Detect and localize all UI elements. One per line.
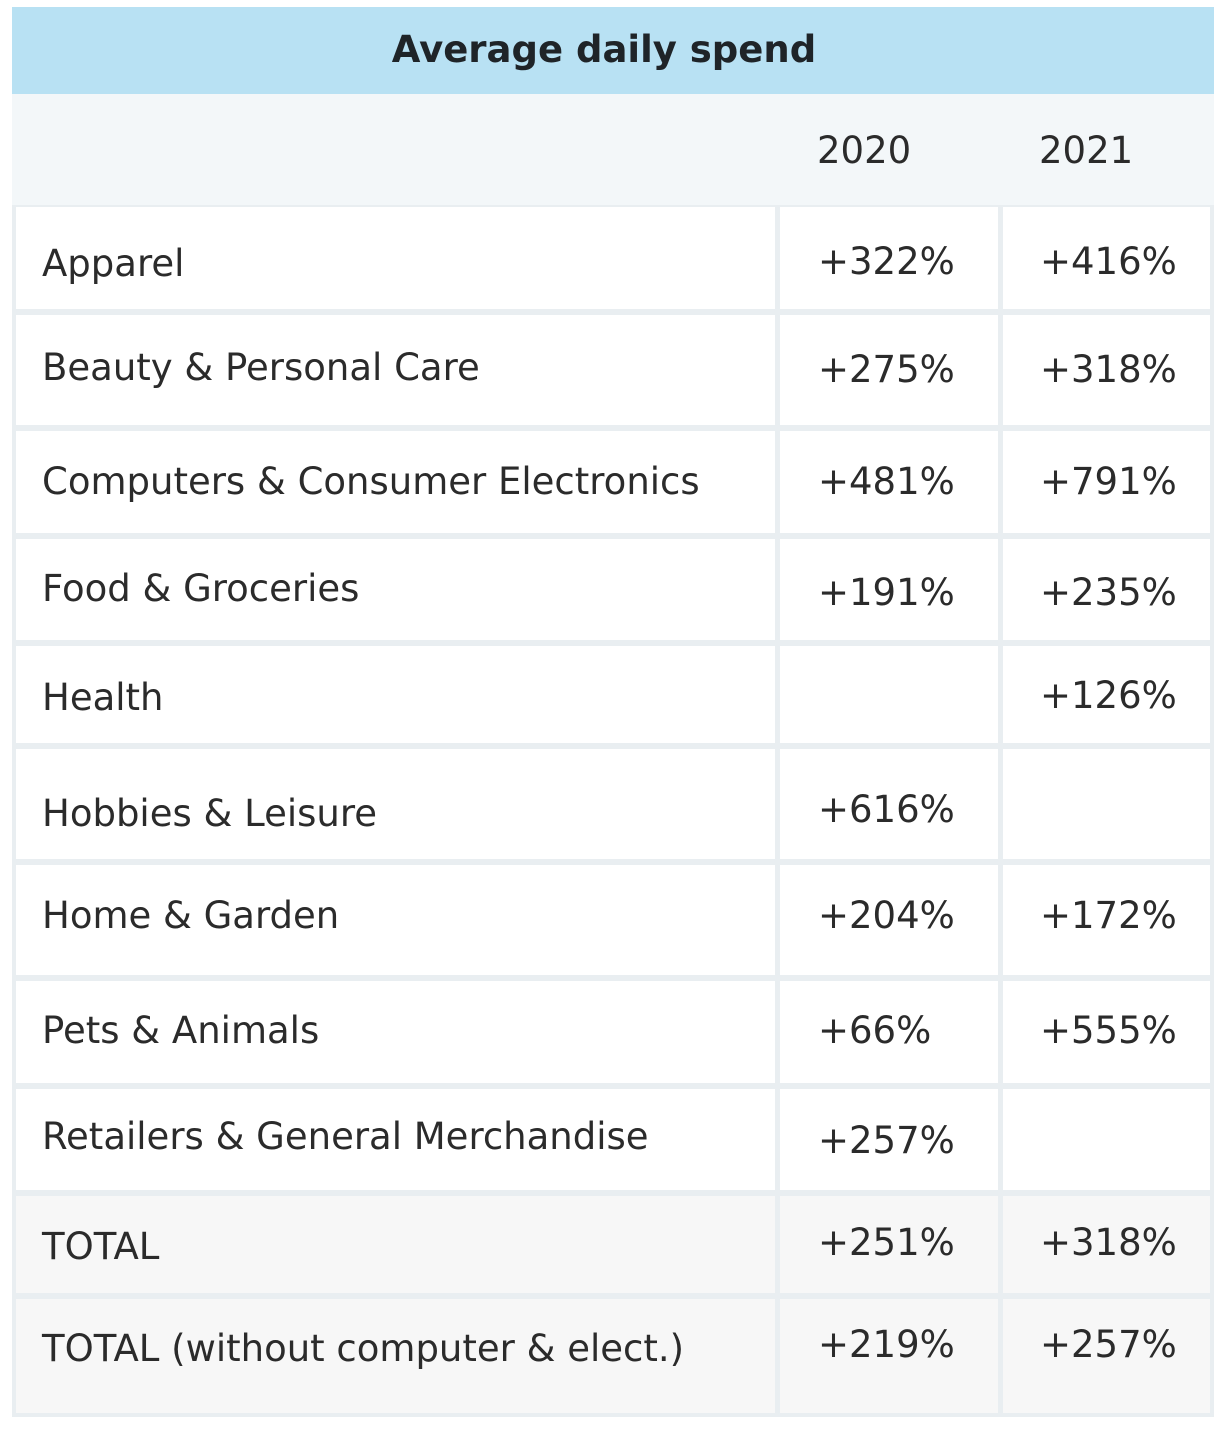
row-label: Apparel bbox=[42, 242, 185, 285]
table-header-row: 2020 2021 bbox=[12, 94, 1214, 205]
value-cell-2021: +257% bbox=[1003, 1299, 1210, 1413]
value-2021: +172% bbox=[1040, 894, 1177, 937]
value-cell-2020 bbox=[780, 646, 998, 743]
value-cell-2021: +318% bbox=[1003, 315, 1210, 425]
row-label: Retailers & General Merchandise bbox=[42, 1115, 649, 1158]
value-cell-2021: +172% bbox=[1003, 865, 1210, 975]
row-label-cell: Health bbox=[16, 646, 775, 743]
row-label-cell: TOTAL (without computer & elect.) bbox=[16, 1299, 775, 1413]
value-2020: +191% bbox=[818, 571, 955, 614]
row-label-cell: Hobbies & Leisure bbox=[16, 749, 775, 859]
value-2021: +126% bbox=[1040, 674, 1177, 717]
row-label: Home & Garden bbox=[42, 894, 340, 937]
table-row: Hobbies & Leisure +616% bbox=[12, 749, 1214, 859]
value-2021: +555% bbox=[1040, 1009, 1177, 1052]
table-row: Food & Groceries +191% +235% bbox=[12, 539, 1214, 640]
value-2021: +257% bbox=[1040, 1323, 1177, 1366]
row-label-cell: Computers & Consumer Electronics bbox=[16, 431, 775, 533]
table-row-total: TOTAL +251% +318% bbox=[12, 1196, 1214, 1293]
row-label: TOTAL bbox=[42, 1225, 160, 1268]
row-label: Health bbox=[42, 676, 164, 719]
row-label: Food & Groceries bbox=[42, 567, 360, 610]
row-label-cell: Retailers & General Merchandise bbox=[16, 1089, 775, 1190]
value-2020: +251% bbox=[818, 1221, 955, 1264]
row-label-cell: Home & Garden bbox=[16, 865, 775, 975]
row-label-cell: TOTAL bbox=[16, 1196, 775, 1293]
row-label: Hobbies & Leisure bbox=[42, 792, 378, 835]
value-cell-2021: +555% bbox=[1003, 981, 1210, 1083]
value-cell-2020: +322% bbox=[780, 207, 998, 309]
table-row: Apparel +322% +416% bbox=[12, 207, 1214, 309]
value-cell-2020: +251% bbox=[780, 1196, 998, 1293]
table-title: Average daily spend bbox=[391, 28, 817, 71]
table-title-bar: Average daily spend bbox=[12, 7, 1214, 94]
value-cell-2021 bbox=[1003, 1089, 1210, 1190]
value-cell-2020: +275% bbox=[780, 315, 998, 425]
value-cell-2020: +204% bbox=[780, 865, 998, 975]
value-2021: +416% bbox=[1040, 240, 1177, 283]
table-row: Health +126% bbox=[12, 646, 1214, 743]
row-label: Computers & Consumer Electronics bbox=[42, 460, 700, 503]
row-label: Pets & Animals bbox=[42, 1009, 320, 1052]
column-header-2020: 2020 bbox=[817, 129, 912, 172]
value-cell-2020: +257% bbox=[780, 1089, 998, 1190]
value-cell-2020: +616% bbox=[780, 749, 998, 859]
value-cell-2021: +235% bbox=[1003, 539, 1210, 640]
row-label-cell: Apparel bbox=[16, 207, 775, 309]
table-row: Retailers & General Merchandise +257% bbox=[12, 1089, 1214, 1190]
value-cell-2021: +126% bbox=[1003, 646, 1210, 743]
table-row-total-adjusted: TOTAL (without computer & elect.) +219% … bbox=[12, 1299, 1214, 1413]
value-cell-2020: +481% bbox=[780, 431, 998, 533]
value-2021: +318% bbox=[1040, 348, 1177, 391]
column-header-2021: 2021 bbox=[1039, 129, 1134, 172]
value-cell-2021: +318% bbox=[1003, 1196, 1210, 1293]
table-row: Computers & Consumer Electronics +481% +… bbox=[12, 431, 1214, 533]
value-2020: +204% bbox=[818, 894, 955, 937]
value-2021: +235% bbox=[1040, 571, 1177, 614]
value-2021: +791% bbox=[1040, 460, 1177, 503]
value-2020: +481% bbox=[818, 460, 955, 503]
table-row: Pets & Animals +66% +555% bbox=[12, 981, 1214, 1083]
value-cell-2021: +791% bbox=[1003, 431, 1210, 533]
row-label-cell: Beauty & Personal Care bbox=[16, 315, 775, 425]
value-cell-2020: +66% bbox=[780, 981, 998, 1083]
value-cell-2020: +219% bbox=[780, 1299, 998, 1413]
row-label: Beauty & Personal Care bbox=[42, 346, 480, 389]
value-2020: +322% bbox=[818, 240, 955, 283]
value-2020: +219% bbox=[818, 1323, 955, 1366]
spend-table: Average daily spend 2020 2021 Apparel +3… bbox=[12, 7, 1214, 1417]
table-row: Beauty & Personal Care +275% +318% bbox=[12, 315, 1214, 425]
value-2021: +318% bbox=[1040, 1221, 1177, 1264]
table-row: Home & Garden +204% +172% bbox=[12, 865, 1214, 975]
value-2020: +257% bbox=[818, 1119, 955, 1162]
value-cell-2021 bbox=[1003, 749, 1210, 859]
value-2020: +275% bbox=[818, 348, 955, 391]
value-2020: +66% bbox=[818, 1009, 932, 1052]
value-cell-2021: +416% bbox=[1003, 207, 1210, 309]
row-label: TOTAL (without computer & elect.) bbox=[42, 1327, 685, 1370]
value-cell-2020: +191% bbox=[780, 539, 998, 640]
row-label-cell: Food & Groceries bbox=[16, 539, 775, 640]
row-label-cell: Pets & Animals bbox=[16, 981, 775, 1083]
value-2020: +616% bbox=[818, 788, 955, 831]
